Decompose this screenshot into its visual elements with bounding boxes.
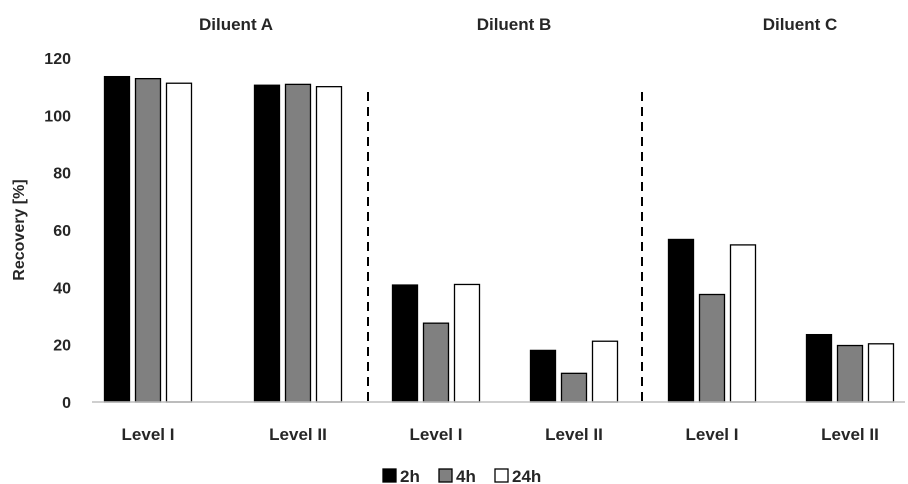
bar-24h	[867, 343, 895, 403]
bars	[103, 75, 895, 403]
y-axis-title: Recovery [%]	[11, 179, 28, 280]
bar-24h	[165, 82, 193, 403]
bar-4h	[698, 293, 726, 403]
y-tick-label: 40	[53, 280, 71, 297]
x-category-label: Level I	[122, 425, 175, 444]
x-axis-category-labels: Level I Level II Level I Level II Level I Lev…	[122, 425, 879, 444]
bar-4h	[836, 344, 864, 403]
bar-2h	[253, 84, 281, 403]
group-title: Diluent B	[477, 15, 552, 34]
group-separators	[367, 92, 643, 402]
bar-2h	[103, 75, 131, 403]
y-tick-label: 60	[53, 223, 71, 240]
bar-4h	[284, 83, 312, 403]
bar-4h	[134, 77, 162, 403]
y-tick-label: 120	[44, 51, 71, 68]
bar-24h	[315, 86, 343, 403]
x-category-label: Level I	[686, 425, 739, 444]
group-titles: Diluent A Diluent B Diluent C	[199, 15, 837, 34]
bar-24h	[729, 244, 757, 403]
x-category-label: Level II	[821, 425, 879, 444]
legend-label: 24h	[512, 467, 541, 484]
legend-swatch-2h	[382, 468, 397, 483]
x-category-label: Level II	[269, 425, 327, 444]
group-title: Diluent A	[199, 15, 273, 34]
bar-2h	[667, 238, 695, 403]
group-title: Diluent C	[763, 15, 838, 34]
x-category-label: Level I	[410, 425, 463, 444]
bar-2h	[529, 349, 557, 403]
legend-label: 4h	[456, 467, 476, 484]
legend-swatch-24h	[494, 468, 509, 483]
bar-4h	[560, 372, 588, 403]
y-axis-ticks: 0 20 40 60 80 100 120	[44, 51, 71, 412]
y-tick-label: 80	[53, 166, 71, 183]
legend: 2h 4h 24h	[382, 467, 541, 484]
y-tick-label: 100	[44, 108, 71, 125]
bar-24h	[453, 283, 481, 403]
y-tick-label: 20	[53, 338, 71, 355]
bar-2h	[391, 284, 419, 403]
y-tick-label: 0	[62, 395, 71, 412]
bar-24h	[591, 340, 619, 403]
bar-4h	[422, 322, 450, 403]
legend-swatch-4h	[438, 468, 453, 483]
bar-2h	[805, 333, 833, 403]
legend-label: 2h	[400, 467, 420, 484]
x-category-label: Level II	[545, 425, 603, 444]
